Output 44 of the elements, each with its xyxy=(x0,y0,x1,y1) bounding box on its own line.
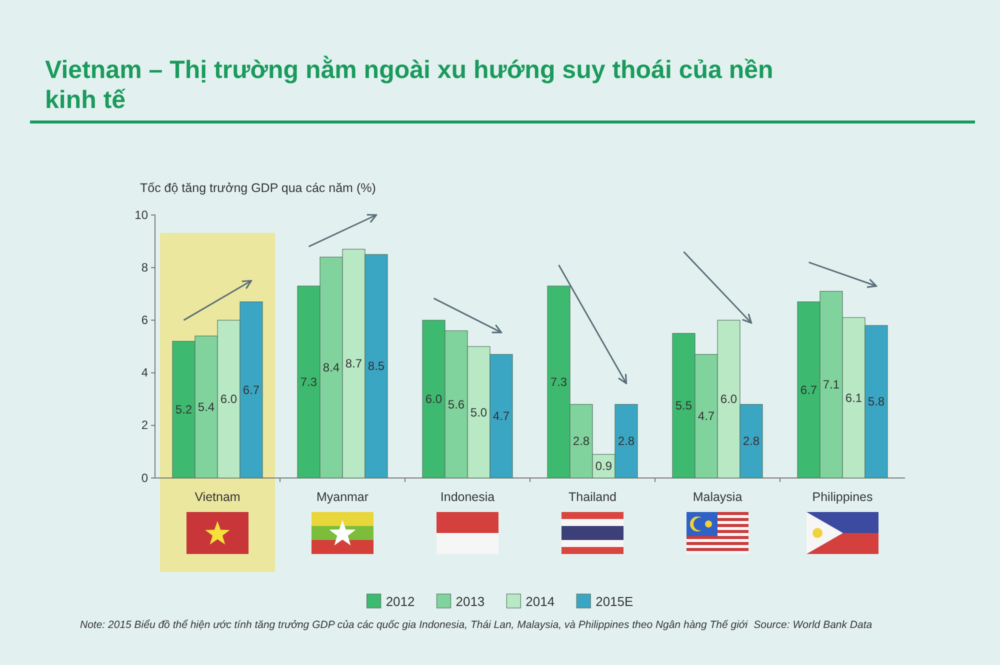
x-tick-label: Indonesia xyxy=(440,490,495,504)
data-label: 0.9 xyxy=(595,459,612,474)
y-tick-label: 10 xyxy=(134,208,148,222)
data-label: 8.5 xyxy=(368,359,385,374)
legend-label: 2014 xyxy=(526,594,555,609)
data-label: 7.3 xyxy=(550,375,568,390)
text: Note: 2015 Biểu đồ thể hiện ước tính tăng trưởng GDP của các quốc gia Indonesia, Thái Lan, Malaysia, và Philippines theo Ngân hàng Thế giới xyxy=(80,619,748,631)
y-tick-label: 0 xyxy=(141,470,148,485)
y-tick-label: 2 xyxy=(141,418,148,432)
data-label: 5.6 xyxy=(448,397,465,412)
data-label: 6.0 xyxy=(720,392,738,406)
x-tick-label: Thailand xyxy=(568,490,617,504)
data-label: 4.7 xyxy=(492,409,510,424)
chart-title: Vietnam – Thị trường nằm ngoài xu hướng suy thoái của nền kinh tế xyxy=(45,55,774,114)
data-label: 7.3 xyxy=(300,375,318,390)
data-label: 6.7 xyxy=(800,382,818,397)
legend-label: 2012 xyxy=(386,594,415,609)
source-note: Source: World Bank Data xyxy=(754,619,872,631)
y-tick-label: 6 xyxy=(141,313,148,328)
data-label: 2.8 xyxy=(572,434,590,448)
y-tick-label: 8 xyxy=(141,260,148,274)
data-label: 2.8 xyxy=(742,434,760,448)
data-label: 6.1 xyxy=(845,390,862,405)
y-axis-title: Tốc độ tăng trưởng GDP qua các năm (%) xyxy=(140,181,376,195)
x-tick-label: Malaysia xyxy=(692,490,742,504)
x-tick-label: Vietnam xyxy=(194,490,240,504)
data-label: 4.7 xyxy=(698,409,715,424)
data-label: 6.7 xyxy=(242,382,260,397)
data-label: 5.8 xyxy=(868,394,885,409)
data-label: 5.4 xyxy=(198,400,215,414)
y-tick-label: 4 xyxy=(141,366,148,380)
x-tick-label: Myanmar xyxy=(316,490,369,504)
data-label: 6.0 xyxy=(220,392,238,406)
legend-label: 2013 xyxy=(456,594,485,609)
x-tick-label: Philippines xyxy=(812,490,873,504)
data-label: 7.1 xyxy=(822,378,840,392)
data-label: 5.5 xyxy=(675,398,692,413)
data-label: 8.7 xyxy=(345,356,362,371)
legend-label: 2015E xyxy=(596,594,634,609)
data-label: 8.4 xyxy=(322,360,340,375)
data-label: 5.0 xyxy=(470,405,488,420)
data-label: 5.2 xyxy=(175,402,192,417)
data-label: 6.0 xyxy=(425,392,442,406)
data-label: 2.8 xyxy=(618,434,635,448)
